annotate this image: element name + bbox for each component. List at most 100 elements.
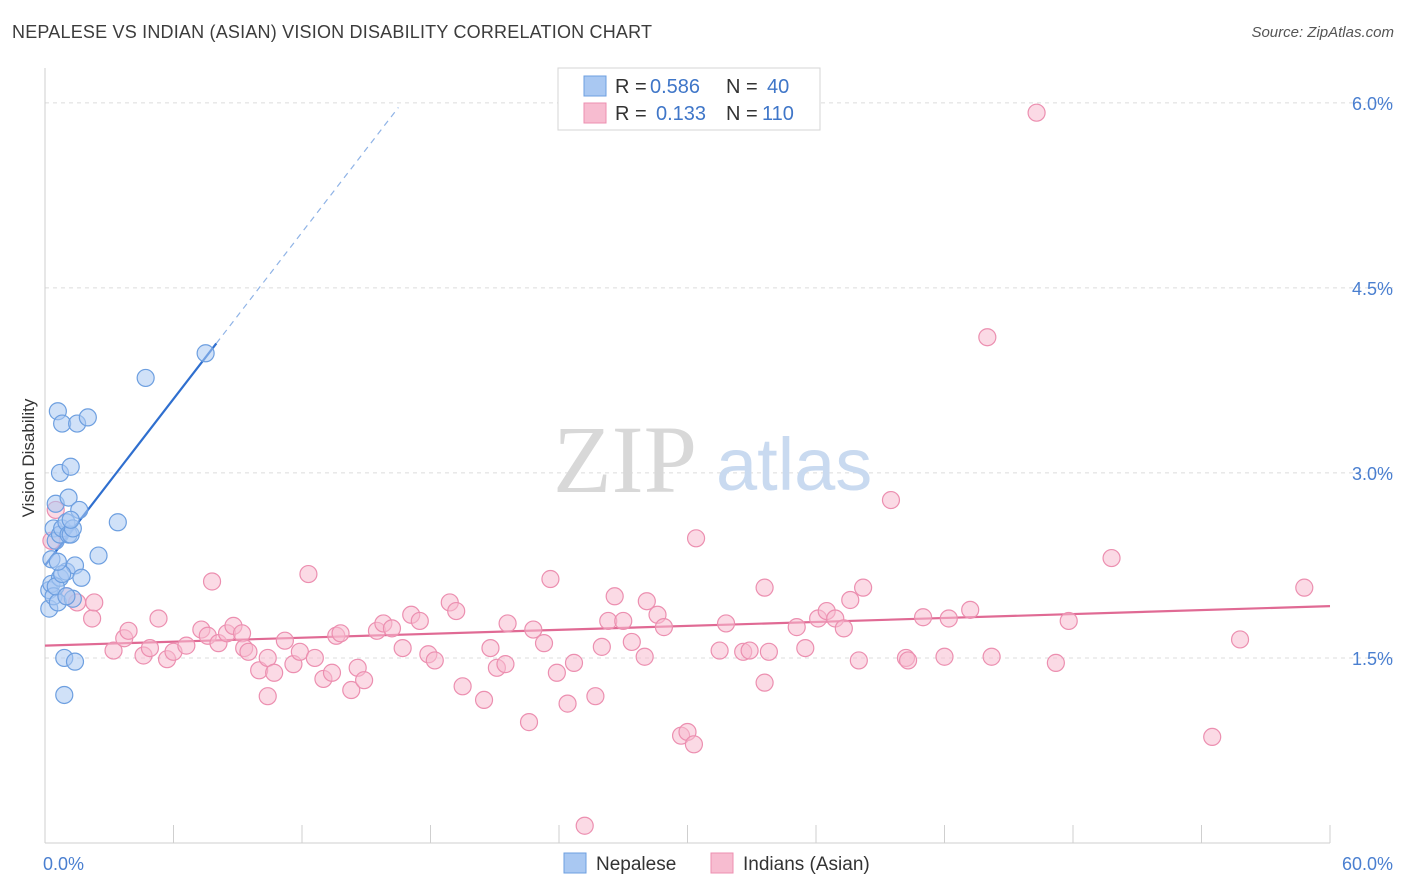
bottom-legend-label-nepalese: Nepalese [596,854,676,875]
grid-layer [45,102,1395,659]
indian-point [524,620,543,639]
indian-point [498,614,517,633]
nepalese-point [57,587,76,606]
legend-r-label-indian: R = [615,103,647,125]
indian-point [104,641,123,660]
indian-point [716,614,736,633]
indian-point [1027,103,1046,122]
indian-point [564,653,584,672]
x-tick-label-max: 60.0% [1342,854,1393,874]
indian-point [1203,727,1222,747]
indian-point [541,569,560,589]
indian-point [447,601,466,621]
y-tick-label: 6.0% [1352,94,1393,114]
legend-swatch-nepalese [583,75,607,97]
nepalese-point [78,408,97,427]
indian-point [637,592,656,611]
indian-point [1230,630,1250,649]
indian-point [481,638,500,658]
indian-trend-line [44,605,1331,647]
indian-point [787,618,806,637]
indian-point [258,687,277,706]
nepalese-point [196,344,215,363]
indian-point [342,680,361,700]
nepalese-point [136,368,155,388]
indian-point [1102,548,1121,568]
watermark-zip: ZIP [553,406,697,513]
legend-n-label-indian: N = [726,103,758,125]
indian-point [654,618,674,637]
trend-layer [44,107,1331,647]
series-legend: Nepalese Indians (Asian) [563,852,870,875]
indian-point [881,490,901,510]
indian-point [410,611,429,631]
indian-point [149,609,168,628]
indian-point [740,641,759,660]
nepalese-point [59,488,78,507]
indian-point [614,611,633,631]
watermark: ZIP atlas [553,406,872,513]
indian-point [759,642,778,661]
indian-point [796,638,815,658]
source-label: Source: ZipAtlas.com [1251,24,1394,41]
indian-point [519,713,539,732]
indian-point [898,651,918,670]
bottom-legend-label-indian: Indians (Asian) [743,854,870,875]
indian-point [305,648,324,668]
indian-point [755,673,774,692]
indian-point [575,816,594,835]
nepalese-point [48,552,67,571]
indian-point [854,578,873,597]
indian-point [275,631,294,650]
indian-point [939,609,958,628]
indian-point [710,641,729,660]
watermark-atlas: atlas [716,423,872,506]
correlation-legend: R = 0.586 N = 40 R = 0.133 N = 110 [557,67,821,131]
indian-point [382,619,402,638]
indian-point [453,677,472,696]
indian-point [558,694,577,713]
legend-n-label-nepalese: N = [726,76,758,98]
indian-point [978,328,997,347]
indian-point [85,593,104,612]
legend-n-value-nepalese: 40 [767,76,789,98]
y-tick-label: 4.5% [1352,279,1393,299]
indian-point [322,663,342,682]
indian-point [849,651,868,670]
nepalese-point [108,513,127,532]
indian-point [393,638,412,658]
axes-layer: 1.5% 3.0% 4.5% 6.0% [44,68,1393,844]
indian-point [586,687,605,706]
indian-point [474,690,494,710]
nepalese-point [61,510,80,529]
indian-point [635,647,654,666]
nepalese-point [65,652,85,671]
bottom-legend-swatch-indian [710,852,734,874]
legend-r-value-nepalese: 0.586 [650,76,700,98]
indian-point [982,647,1001,666]
nepalese-point [61,457,80,476]
indian-point [202,572,222,591]
indian-point [841,590,860,610]
indian-point [1295,578,1314,597]
indian-point [177,636,196,655]
indian-point [119,621,138,640]
legend-n-value-indian: 110 [762,103,794,125]
indian-point [547,663,566,682]
indian-point [686,529,706,548]
indian-point [592,637,611,656]
indian-point [755,578,774,597]
indian-point [684,735,704,754]
indian-point [232,624,252,643]
indian-point [961,600,980,619]
indian-point [299,564,318,584]
indian-point [605,587,624,606]
indian-point [355,671,374,690]
indian-point [239,642,258,661]
indian-point [265,663,284,682]
bottom-legend-swatch-nepalese [563,852,587,874]
nepalese-point [89,546,108,565]
indian-point [534,634,554,653]
legend-r-value-indian: 0.133 [656,103,706,125]
